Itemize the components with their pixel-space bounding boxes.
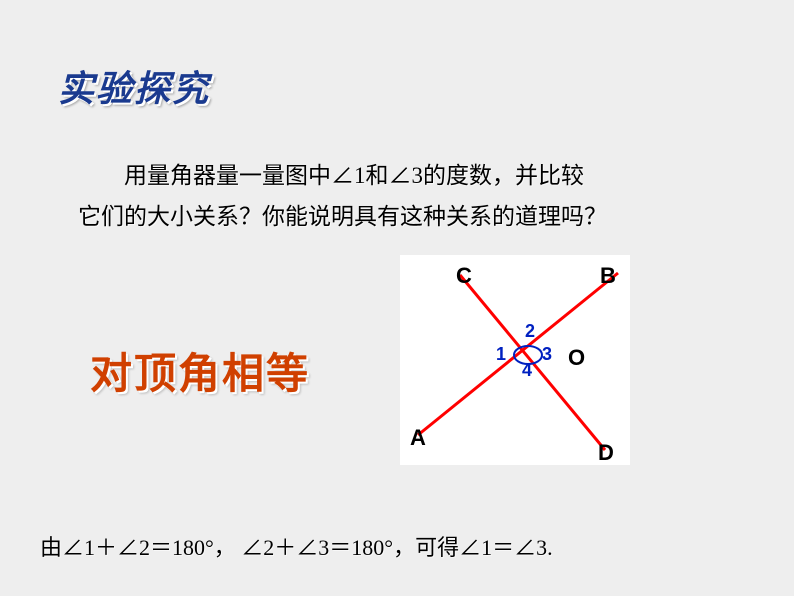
body-paragraph: 用量角器量一量图中∠1和∠3的度数，并比较 它们的大小关系？你能说明具有这种关系… (78, 155, 718, 238)
label-D: D (598, 440, 614, 466)
section-title: 实验探究 (58, 60, 210, 112)
equation-text: 由∠1＋∠2＝180°， ∠2＋∠3＝180°，可得∠1＝∠3. (40, 530, 553, 562)
diagram-svg (400, 255, 630, 465)
label-A: A (410, 425, 426, 451)
label-B: B (600, 263, 616, 289)
angle-diagram: A B C D O 1 2 3 4 (400, 255, 630, 465)
angle-1: 1 (496, 344, 506, 365)
angle-2: 2 (525, 321, 535, 342)
angle-3: 3 (542, 344, 552, 365)
para-line2: 它们的大小关系？你能说明具有这种关系的道理吗？ (78, 204, 607, 229)
label-C: C (456, 263, 472, 289)
angle-4: 4 (522, 360, 532, 381)
label-O: O (568, 345, 585, 371)
conclusion-text: 对顶角相等 (90, 340, 310, 401)
line-AB (418, 273, 618, 435)
para-line1: 用量角器量一量图中∠1和∠3的度数，并比较 (124, 163, 584, 188)
